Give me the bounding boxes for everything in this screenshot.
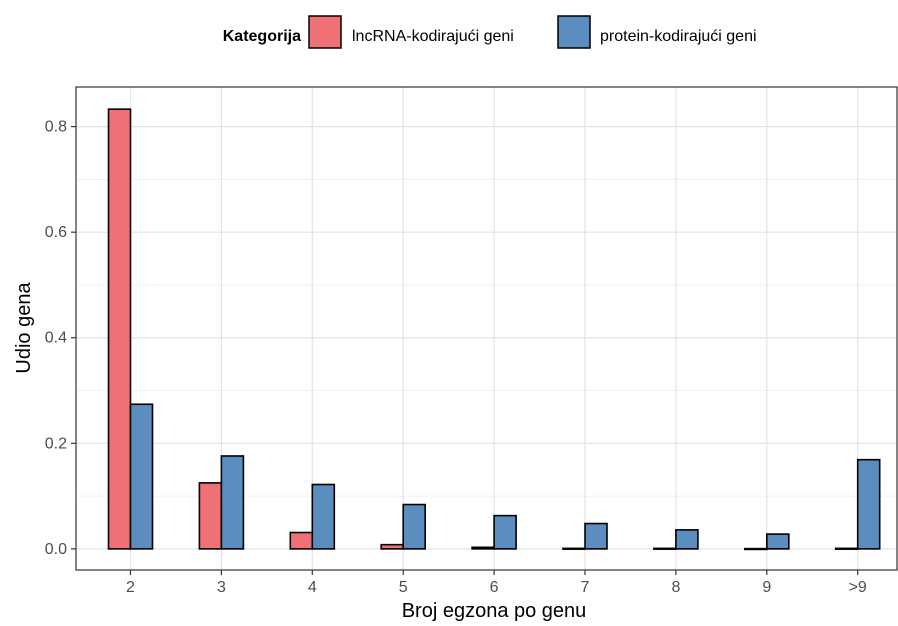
legend-label-protein: protein-kodirajući geni — [600, 28, 757, 45]
y-tick-label: 0.8 — [45, 119, 67, 136]
bar-lncrna — [471, 546, 495, 550]
x-tick-label: 5 — [399, 579, 408, 596]
y-tick-label: 0.4 — [45, 330, 67, 347]
panel-border — [75, 86, 898, 571]
bar-lncrna — [743, 547, 768, 551]
bar-lncrna — [289, 531, 314, 550]
bar-lncrna — [562, 547, 586, 550]
bar-lncrna — [653, 547, 677, 550]
bar-protein — [675, 529, 699, 550]
bar-protein — [856, 458, 881, 550]
y-tick-label: 0.2 — [45, 435, 67, 452]
x-axis-title: Broj egzona po genu — [402, 600, 587, 622]
bar-protein — [584, 522, 608, 550]
bar-lncrna — [107, 108, 132, 550]
x-tick-label: >9 — [849, 579, 867, 596]
bar-protein — [129, 403, 154, 550]
x-tick-label: 8 — [671, 579, 680, 596]
y-tick-label: 0.0 — [45, 541, 67, 558]
bar-protein — [493, 514, 517, 550]
y-tick-label: 0.6 — [45, 224, 67, 241]
bar-lncrna — [198, 482, 223, 550]
bar-protein — [220, 455, 245, 550]
y-axis-title: Udio gena — [13, 282, 35, 374]
legend: Kategorija lncRNA-kodirajući geni protei… — [223, 15, 757, 49]
x-tick-label: 7 — [581, 579, 590, 596]
y-axis: 0.0 0.2 0.4 0.6 0.8 — [45, 119, 76, 558]
x-tick-label: 9 — [762, 579, 771, 596]
bar-protein — [402, 503, 427, 550]
legend-swatch-protein — [557, 15, 591, 49]
bar-protein — [311, 483, 336, 550]
legend-label-lncrna: lncRNA-kodirajući geni — [352, 28, 514, 45]
x-tick-label: 4 — [308, 579, 317, 596]
legend-swatch-lncrna — [308, 15, 342, 49]
bars — [107, 108, 881, 551]
x-tick-label: 3 — [217, 579, 226, 596]
legend-title: Kategorija — [223, 28, 301, 45]
bar-lncrna — [834, 547, 859, 550]
x-axis: 2 3 4 5 6 7 8 9 >9 — [126, 570, 867, 596]
bar-protein — [765, 533, 790, 550]
bar-lncrna — [380, 543, 405, 550]
x-tick-label: 2 — [126, 579, 135, 596]
x-tick-label: 6 — [490, 579, 499, 596]
